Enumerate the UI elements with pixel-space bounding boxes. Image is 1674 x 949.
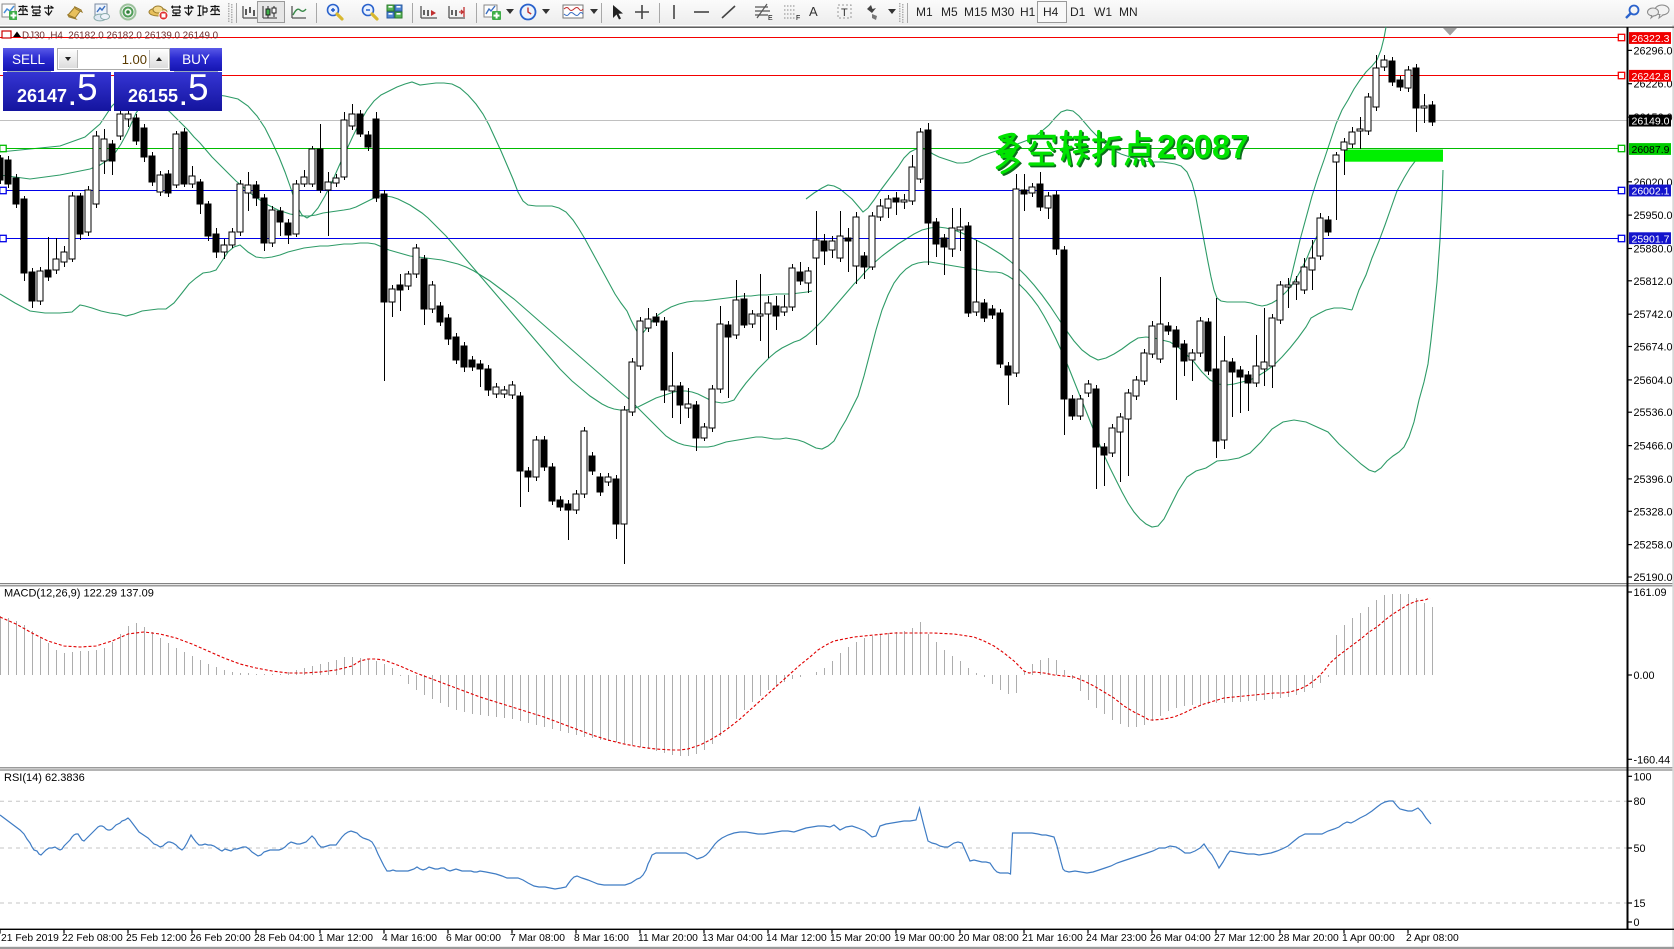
svg-text:20 Mar 08:00: 20 Mar 08:00 [958, 933, 1019, 944]
svg-text:25466.0: 25466.0 [1634, 441, 1673, 453]
svg-text:25396.0: 25396.0 [1634, 474, 1673, 486]
svg-text:26296.0: 26296.0 [1634, 45, 1673, 57]
svg-text:50: 50 [1634, 843, 1646, 855]
svg-text:28 Mar 20:00: 28 Mar 20:00 [1278, 933, 1339, 944]
svg-text:F: F [796, 15, 800, 22]
svg-text:25258.0: 25258.0 [1634, 540, 1673, 552]
svg-text:26087: 26087 [1157, 128, 1249, 165]
svg-text:25880.0: 25880.0 [1634, 244, 1673, 256]
svg-text:15 Mar 20:00: 15 Mar 20:00 [830, 933, 891, 944]
svg-text:27 Mar 12:00: 27 Mar 12:00 [1214, 933, 1275, 944]
svg-text:28 Feb 04:00: 28 Feb 04:00 [254, 933, 315, 944]
svg-text:0.00: 0.00 [1634, 670, 1655, 682]
svg-text:25 Feb 12:00: 25 Feb 12:00 [126, 933, 187, 944]
svg-text:19 Mar 00:00: 19 Mar 00:00 [894, 933, 955, 944]
svg-text:25674.0: 25674.0 [1634, 342, 1673, 354]
svg-text:7 Mar 08:00: 7 Mar 08:00 [510, 933, 565, 944]
svg-text:161.09: 161.09 [1634, 587, 1667, 599]
svg-text:26002.1: 26002.1 [1632, 186, 1670, 198]
svg-text:26087.9: 26087.9 [1632, 144, 1670, 156]
svg-text:6 Mar 00:00: 6 Mar 00:00 [446, 933, 501, 944]
svg-text:25604.0: 25604.0 [1634, 375, 1673, 387]
svg-text:1 Mar 12:00: 1 Mar 12:00 [318, 933, 373, 944]
svg-text:25812.0: 25812.0 [1634, 276, 1673, 288]
svg-text:2 Apr 08:00: 2 Apr 08:00 [1406, 933, 1459, 944]
svg-text:26 Mar 04:00: 26 Mar 04:00 [1150, 933, 1211, 944]
svg-text:80: 80 [1634, 796, 1646, 808]
svg-text:26149.0: 26149.0 [1632, 116, 1670, 128]
svg-text:T: T [841, 7, 848, 19]
svg-text:0: 0 [1634, 917, 1640, 929]
svg-text:100: 100 [1634, 771, 1652, 783]
svg-text:25742.0: 25742.0 [1634, 309, 1673, 321]
svg-text:8 Mar 16:00: 8 Mar 16:00 [574, 933, 629, 944]
svg-text:26 Feb 20:00: 26 Feb 20:00 [190, 933, 251, 944]
svg-text:14 Mar 12:00: 14 Mar 12:00 [766, 933, 827, 944]
svg-text:4 Mar 16:00: 4 Mar 16:00 [382, 933, 437, 944]
svg-text:25901.7: 25901.7 [1632, 233, 1670, 245]
svg-text:-160.44: -160.44 [1634, 754, 1671, 766]
svg-text:21 Mar 16:00: 21 Mar 16:00 [1022, 933, 1083, 944]
svg-text:E: E [768, 15, 773, 22]
svg-text:26242.8: 26242.8 [1632, 71, 1670, 83]
svg-text:25950.0: 25950.0 [1634, 210, 1673, 222]
svg-text:22 Feb 08:00: 22 Feb 08:00 [62, 933, 123, 944]
svg-text:RSI(14) 62.3836: RSI(14) 62.3836 [4, 772, 85, 784]
svg-text:26322.3: 26322.3 [1632, 33, 1670, 45]
svg-text:24 Mar 23:00: 24 Mar 23:00 [1086, 933, 1147, 944]
svg-text:25190.0: 25190.0 [1634, 572, 1673, 584]
svg-text:11 Mar 20:00: 11 Mar 20:00 [638, 933, 698, 944]
svg-text:MACD(12,26,9) 122.29 137.09: MACD(12,26,9) 122.29 137.09 [4, 588, 154, 600]
svg-text:15: 15 [1634, 898, 1646, 910]
svg-text:21 Feb 2019: 21 Feb 2019 [1, 933, 59, 944]
svg-text:26087: 26087 [1159, 130, 1251, 167]
svg-text:25328.0: 25328.0 [1634, 506, 1673, 518]
svg-text:DJ30 ,H4 26182.0 26182.0 2613: DJ30 ,H4 26182.0 26182.0 26139.0 26149.0 [22, 31, 219, 42]
svg-text:13 Mar 04:00: 13 Mar 04:00 [702, 933, 763, 944]
svg-text:1 Apr 00:00: 1 Apr 00:00 [1342, 933, 1395, 944]
svg-text:25536.0: 25536.0 [1634, 407, 1673, 419]
